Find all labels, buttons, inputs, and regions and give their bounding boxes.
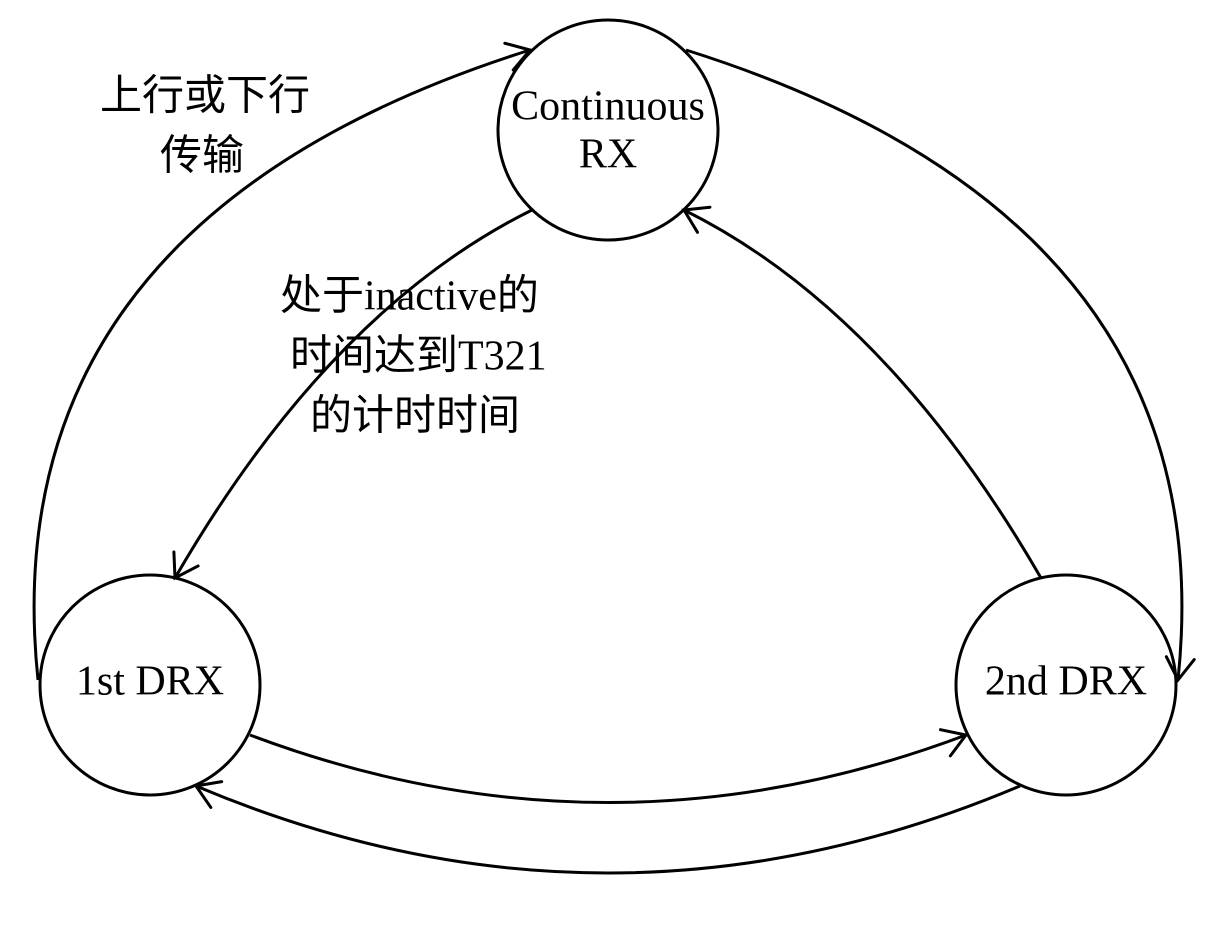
- node-label: RX: [579, 132, 637, 178]
- edge-2drx-to-crx: [684, 210, 1041, 578]
- edge-label-line: 上行或下行: [100, 74, 310, 120]
- node-label: 1st DRX: [76, 659, 224, 705]
- edge-2drx-to-1drx: [196, 786, 1020, 873]
- node-first-drx: 1st DRX: [40, 575, 260, 795]
- node-continuous-rx: ContinuousRX: [498, 20, 718, 240]
- edge-label-line: 时间达到T321: [290, 334, 547, 380]
- edge-crx-to-2drx: [686, 50, 1182, 680]
- arrowhead: [684, 207, 710, 232]
- edge-label-line: 的计时时间: [310, 394, 520, 440]
- state-diagram: ContinuousRX 1st DRX 2nd DRX 上行或下行传输处于inact…: [0, 0, 1216, 928]
- node-label: Continuous: [511, 84, 705, 130]
- node-second-drx: 2nd DRX: [956, 575, 1176, 795]
- edge-label-line: 传输: [160, 134, 244, 180]
- edge-1drx-to-2drx: [250, 735, 966, 803]
- label-inactive-t321: 处于inactive的时间达到T321 的计时时间: [280, 274, 547, 440]
- node-label: 2nd DRX: [985, 659, 1147, 705]
- edge-label-line: 处于inactive的: [280, 274, 539, 320]
